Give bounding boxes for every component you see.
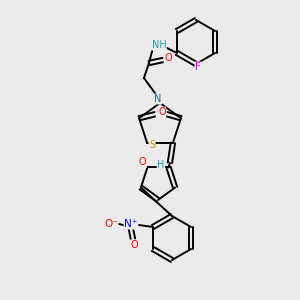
Text: H: H xyxy=(157,160,165,170)
Text: O: O xyxy=(139,158,146,167)
Text: NH: NH xyxy=(152,40,166,50)
Text: S: S xyxy=(149,140,155,150)
Text: O: O xyxy=(156,107,164,117)
Text: F: F xyxy=(195,62,201,72)
Text: O: O xyxy=(158,107,166,117)
Text: N⁺: N⁺ xyxy=(124,219,138,229)
Text: N: N xyxy=(154,94,162,104)
Text: O⁻: O⁻ xyxy=(104,219,118,229)
Text: O: O xyxy=(164,53,172,63)
Text: O: O xyxy=(130,240,138,250)
